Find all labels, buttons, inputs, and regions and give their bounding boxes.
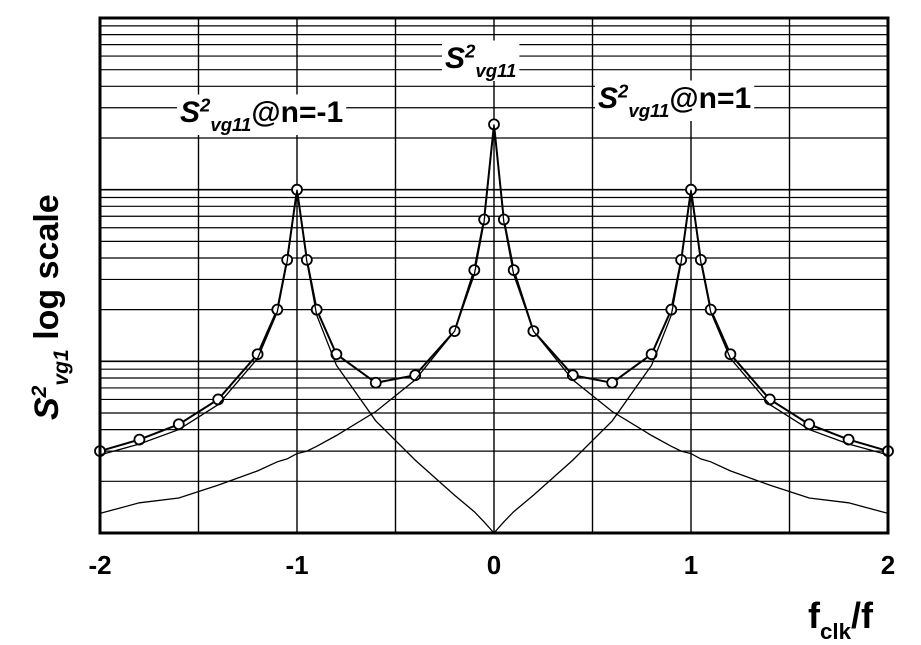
annotation-sup: 2 [617, 81, 629, 102]
x-tick-label: -1 [285, 550, 308, 580]
annotation-background [595, 80, 755, 121]
x-axis-label-sub: clk [820, 619, 852, 644]
x-axis-label: fclk/f [808, 595, 874, 644]
marker [369, 376, 382, 389]
annotation-suffix: @n=-1 [251, 96, 343, 129]
y-axis-label-sub: vg1 [50, 349, 73, 385]
annotation-sub: vg11 [210, 114, 251, 135]
series-line [99, 124, 889, 515]
x-tick-label: 1 [684, 550, 698, 580]
annotation-base: S [598, 82, 618, 115]
marker [212, 393, 225, 406]
annotation: S2vg11@n=1 [598, 81, 751, 122]
series-line [99, 189, 495, 534]
annotation-base: S [445, 42, 465, 75]
y-axis-label: S2vg1 log scale [28, 194, 73, 420]
marker [606, 376, 619, 389]
annotation-suffix: @n=1 [669, 82, 751, 115]
annotation: S2vg11 [445, 41, 516, 82]
annotation-sup: 2 [199, 95, 211, 116]
y-axis-label-suffix: log scale [28, 194, 66, 349]
x-tick-label: -2 [88, 550, 111, 580]
marker [763, 393, 776, 406]
x-axis-label-suffix: /f [851, 595, 874, 636]
annotation-sub: vg11 [475, 60, 516, 81]
x-tick-label: 2 [881, 550, 895, 580]
plot-frame [98, 16, 890, 535]
x-axis-label-base: f [808, 595, 821, 636]
x-tick-label: 0 [487, 550, 501, 580]
annotation-sup: 2 [464, 41, 476, 62]
annotation-sub: vg11 [628, 100, 669, 121]
y-axis-label-base: S [28, 397, 66, 420]
annotation-background [177, 94, 347, 135]
annotation: S2vg11@n=-1 [180, 95, 343, 136]
annotation-background [442, 40, 520, 81]
annotation-base: S [180, 96, 200, 129]
series-line [493, 189, 889, 534]
y-axis-label-sup: 2 [28, 385, 51, 398]
